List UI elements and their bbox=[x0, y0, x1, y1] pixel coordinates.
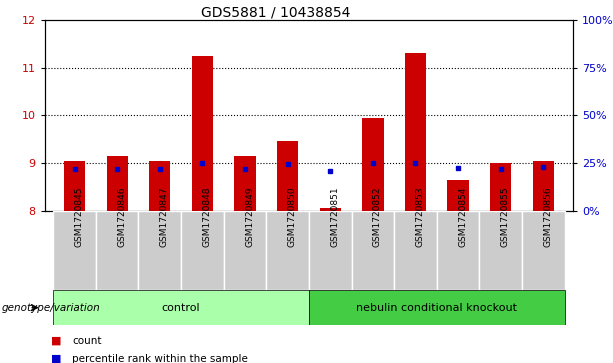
Text: GDS5881 / 10438854: GDS5881 / 10438854 bbox=[201, 5, 351, 20]
Text: control: control bbox=[162, 303, 200, 313]
Bar bbox=[107, 156, 128, 211]
Text: GSM1720845: GSM1720845 bbox=[75, 187, 83, 247]
Bar bbox=[64, 160, 85, 211]
Bar bbox=[234, 156, 256, 211]
Bar bbox=[447, 180, 469, 211]
Text: genotype/variation: genotype/variation bbox=[1, 303, 100, 313]
Bar bbox=[96, 211, 139, 290]
Bar bbox=[53, 290, 309, 325]
Text: GSM1720851: GSM1720851 bbox=[330, 187, 339, 247]
Bar bbox=[53, 211, 96, 290]
Bar bbox=[479, 211, 522, 290]
Bar bbox=[362, 118, 384, 211]
Bar bbox=[277, 142, 299, 211]
Text: nebulin conditional knockout: nebulin conditional knockout bbox=[356, 303, 517, 313]
Bar bbox=[319, 208, 341, 211]
Bar bbox=[224, 211, 266, 290]
Bar bbox=[149, 160, 170, 211]
Bar bbox=[437, 211, 479, 290]
Bar bbox=[533, 160, 554, 211]
Bar bbox=[352, 211, 394, 290]
Bar bbox=[490, 163, 511, 211]
Text: GSM1720856: GSM1720856 bbox=[543, 187, 552, 247]
Text: GSM1720847: GSM1720847 bbox=[160, 187, 169, 247]
Text: GSM1720850: GSM1720850 bbox=[287, 187, 297, 247]
Bar bbox=[266, 211, 309, 290]
Text: GSM1720854: GSM1720854 bbox=[458, 187, 467, 247]
Bar bbox=[309, 211, 352, 290]
Bar bbox=[309, 290, 565, 325]
Text: GSM1720849: GSM1720849 bbox=[245, 187, 254, 247]
Text: ■: ■ bbox=[51, 354, 61, 363]
Bar bbox=[192, 56, 213, 211]
Text: GSM1720848: GSM1720848 bbox=[202, 187, 211, 247]
Bar bbox=[139, 211, 181, 290]
Bar bbox=[181, 211, 224, 290]
Text: GSM1720852: GSM1720852 bbox=[373, 187, 382, 247]
Text: GSM1720855: GSM1720855 bbox=[501, 187, 510, 247]
Bar bbox=[394, 211, 437, 290]
Text: percentile rank within the sample: percentile rank within the sample bbox=[72, 354, 248, 363]
Text: GSM1720846: GSM1720846 bbox=[117, 187, 126, 247]
Text: GSM1720853: GSM1720853 bbox=[416, 187, 424, 247]
Text: count: count bbox=[72, 336, 102, 346]
Bar bbox=[405, 53, 426, 211]
Bar bbox=[522, 211, 565, 290]
Text: ■: ■ bbox=[51, 336, 61, 346]
